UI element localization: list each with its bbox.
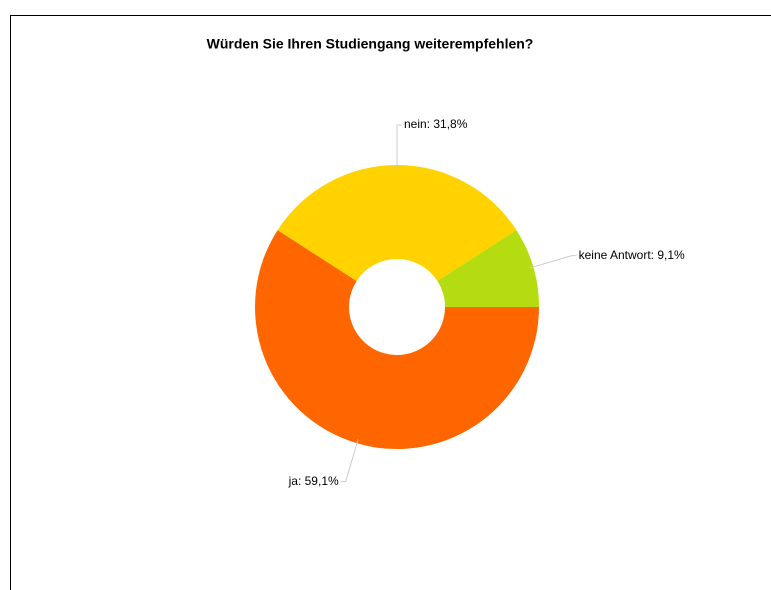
leader-line	[529, 255, 577, 269]
slice	[277, 165, 517, 282]
data-label: nein: 31,8%	[404, 117, 468, 131]
data-label: keine Antwort: 9,1%	[579, 248, 685, 262]
leader-line	[396, 124, 402, 169]
slice	[437, 230, 539, 307]
data-label: ja: 59,1%	[288, 474, 339, 488]
frame	[10, 15, 771, 590]
leader-line	[340, 439, 359, 483]
slice	[254, 230, 540, 450]
chart-title: Würden Sie Ihren Studiengang weiterempfe…	[207, 36, 534, 52]
